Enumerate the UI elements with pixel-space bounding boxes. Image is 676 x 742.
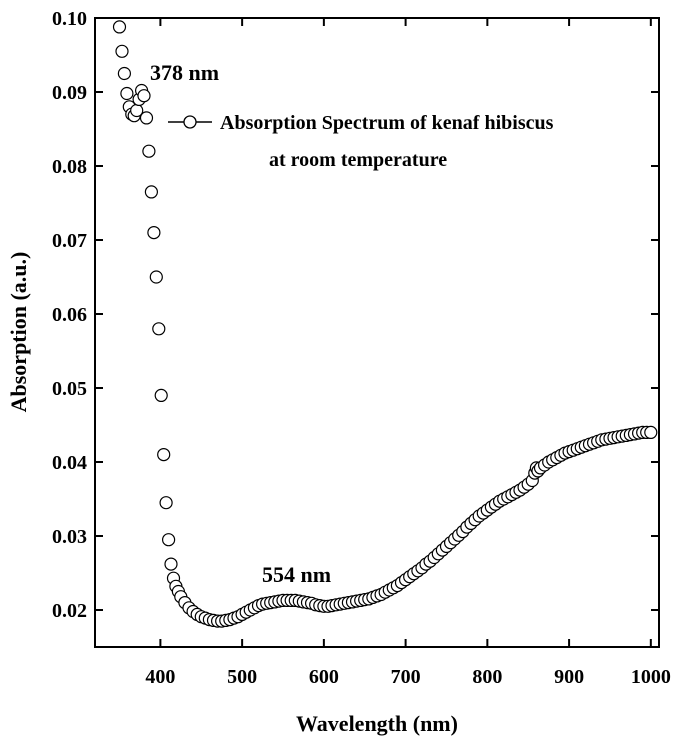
x-tick-label: 700 [391,666,421,688]
x-tick-label: 600 [309,666,339,688]
data-point [157,448,171,462]
y-axis-ticks: 0.02 0.03 0.04 0.05 0.06 0.07 0.08 0.09 0.10 [52,8,659,622]
data-point [154,388,168,402]
y-tick-label: 0.03 [52,526,87,548]
x-tick-label: 800 [472,666,502,688]
data-point [142,144,156,158]
x-tick-label: 500 [227,666,257,688]
x-tick-label: 1000 [631,666,671,688]
data-point [159,496,173,510]
y-tick-label: 0.07 [52,230,87,252]
data-point [137,89,151,103]
data-point [112,20,127,34]
y-axis-title: Absorption (a.u.) [6,252,31,413]
data-point [147,226,161,240]
data-point [117,66,132,81]
data-point [115,44,129,58]
x-tick-label: 400 [145,666,175,688]
data-point [644,425,658,439]
plot-frame [94,17,660,648]
data-point [149,270,163,284]
y-tick-label: 0.04 [52,452,87,474]
data-point [144,185,158,199]
legend-label-line2: at room temperature [269,149,447,171]
y-tick-label: 0.08 [52,156,87,178]
y-tick-label: 0.02 [52,600,87,622]
annotation-peak-554: 554 nm [262,562,331,587]
y-tick-label: 0.10 [52,8,87,30]
x-tick-label: 900 [554,666,584,688]
x-axis-title: Wavelength (nm) [296,711,458,736]
annotation-peak-378: 378 nm [150,60,219,85]
y-tick-label: 0.06 [52,304,87,326]
data-points [112,20,658,628]
data-point [164,557,178,571]
data-point [139,111,154,125]
y-tick-label: 0.05 [52,378,87,400]
y-tick-label: 0.09 [52,82,87,104]
legend-label-line1: Absorption Spectrum of kenaf hibiscus [220,112,554,134]
data-point [120,86,134,101]
x-axis-ticks: 400 500 600 700 800 900 1000 [145,18,671,688]
data-point [162,533,176,547]
legend: Absorption Spectrum of kenaf hibiscus at… [168,112,554,171]
legend-marker [183,115,197,129]
data-point [152,322,166,336]
